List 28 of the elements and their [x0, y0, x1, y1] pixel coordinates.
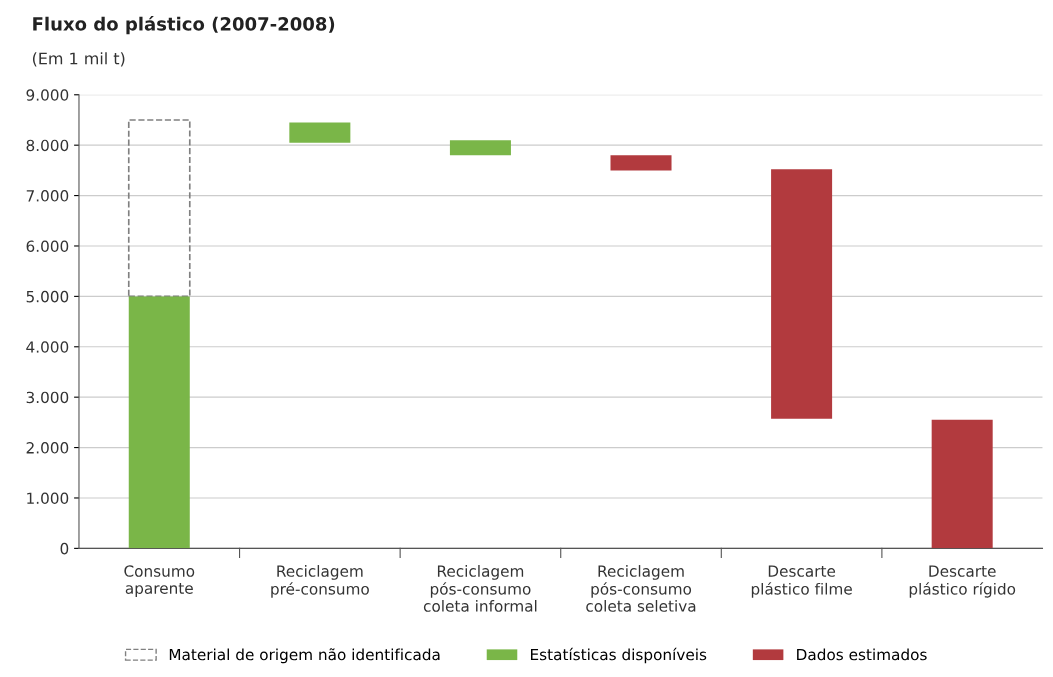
legend-label: Material de origem não identificada: [169, 648, 440, 664]
legend-label: Dados estimados: [797, 648, 927, 661]
x-tick-label: Consumo aparente: [124, 565, 195, 597]
chart-title: Fluxo do plástico (2007-2008): [33, 16, 335, 35]
bar: [127, 119, 191, 298]
bar: [610, 155, 672, 171]
y-tick-label: 9.000: [26, 89, 69, 101]
bar: [931, 419, 993, 549]
x-tick-label: Reciclagem pré-consumo: [271, 565, 369, 598]
x-tick-label: Descarte plástico rígido: [909, 565, 1016, 598]
x-tick-label: Reciclagem pós-consumo coleta seletiva: [586, 565, 696, 612]
y-tick-label: 3.000: [26, 391, 69, 404]
chart-subtitle: (Em 1 mil t): [32, 52, 125, 67]
y-tick-label: 1.000: [27, 492, 69, 504]
x-tick-label: Reciclagem pós-consumo coleta informal: [423, 565, 537, 612]
y-tick-label: 7.000: [26, 190, 69, 202]
bar: [289, 122, 351, 143]
y-tick-label: 2.000: [26, 442, 69, 454]
bar: [771, 169, 833, 419]
bar: [128, 296, 190, 549]
x-tick-label: Descarte plástico filme: [751, 565, 852, 598]
legend-label: Estatísticas disponíveis: [531, 647, 707, 664]
y-tick-label: 6.000: [26, 240, 69, 252]
y-tick-label: 5.000: [26, 290, 69, 303]
y-tick-label: 0: [60, 542, 69, 555]
bar: [449, 140, 511, 156]
y-tick-label: 4.000: [26, 341, 69, 353]
y-tick-label: 8.000: [26, 139, 69, 152]
